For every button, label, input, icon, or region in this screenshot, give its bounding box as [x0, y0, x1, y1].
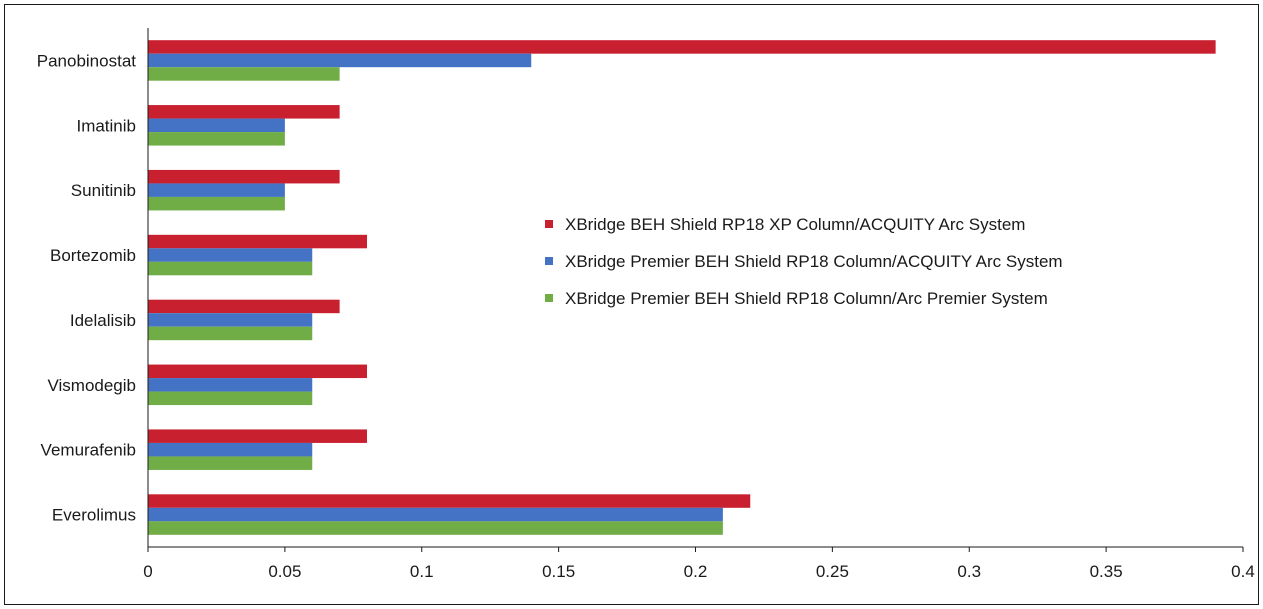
bar-vismodegib-series-1 [148, 364, 367, 379]
category-label: Sunitinib [71, 181, 136, 200]
bar-everolimus-series-3 [148, 521, 723, 535]
legend-label-3: XBridge Premier BEH Shield RP18 Column/A… [565, 289, 1048, 308]
category-label: Panobinostat [37, 51, 137, 70]
x-tick-label: 0.35 [1090, 562, 1123, 581]
bar-idelalisib-series-3 [148, 326, 313, 341]
bars-group [148, 40, 1216, 535]
x-tick-label: 0.2 [684, 562, 708, 581]
bar-panobinostat-series-2 [148, 53, 532, 68]
bar-everolimus-series-1 [148, 494, 751, 508]
category-label: Idelalisib [70, 311, 136, 330]
bar-vismodegib-series-3 [148, 391, 313, 406]
category-label: Vismodegib [47, 376, 136, 395]
legend-swatch-1 [545, 220, 553, 228]
bar-bortezomib-series-1 [148, 234, 367, 249]
bar-vemurafenib-series-2 [148, 442, 313, 457]
category-label: Imatinib [76, 116, 136, 135]
bar-everolimus-series-2 [148, 507, 723, 522]
legend-label-2: XBridge Premier BEH Shield RP18 Column/A… [565, 252, 1063, 271]
x-tick-label: 0 [143, 562, 152, 581]
category-label: Bortezomib [50, 246, 136, 265]
legend: XBridge BEH Shield RP18 XP Column/ACQUIT… [545, 215, 1063, 308]
legend-swatch-3 [545, 294, 553, 302]
bar-idelalisib-series-2 [148, 313, 313, 327]
x-tick-label: 0.1 [410, 562, 434, 581]
bar-vemurafenib-series-3 [148, 456, 313, 470]
x-tick-label: 0.4 [1231, 562, 1255, 581]
bar-panobinostat-series-3 [148, 67, 340, 81]
bar-imatinib-series-1 [148, 105, 340, 119]
bar-idelalisib-series-1 [148, 299, 340, 314]
bar-sunitinib-series-3 [148, 196, 285, 211]
x-tick-label: 0.15 [542, 562, 575, 581]
bar-vemurafenib-series-1 [148, 429, 367, 443]
x-tick-label: 0.05 [268, 562, 301, 581]
bar-sunitinib-series-2 [148, 183, 285, 197]
category-labels: Panobinostat Imatinib Sunitinib Bortezomib I… [37, 51, 137, 524]
bar-vismodegib-series-2 [148, 378, 313, 392]
x-tick-label: 0.3 [957, 562, 981, 581]
category-label: Everolimus [52, 506, 136, 525]
bar-imatinib-series-3 [148, 132, 285, 146]
x-tick-label: 0.25 [816, 562, 849, 581]
bar-bortezomib-series-2 [148, 248, 313, 262]
axes-group [147, 28, 1244, 552]
bar-sunitinib-series-1 [148, 169, 340, 184]
bar-bortezomib-series-3 [148, 261, 313, 276]
x-tick-labels: 0 0.05 0.1 0.15 0.2 0.25 0.3 0.35 0.4 [143, 562, 1255, 581]
category-label: Vemurafenib [41, 441, 136, 460]
bar-imatinib-series-2 [148, 118, 285, 133]
legend-swatch-2 [545, 257, 553, 265]
legend-label-1: XBridge BEH Shield RP18 XP Column/ACQUIT… [565, 215, 1025, 234]
bar-panobinostat-series-1 [148, 40, 1216, 54]
